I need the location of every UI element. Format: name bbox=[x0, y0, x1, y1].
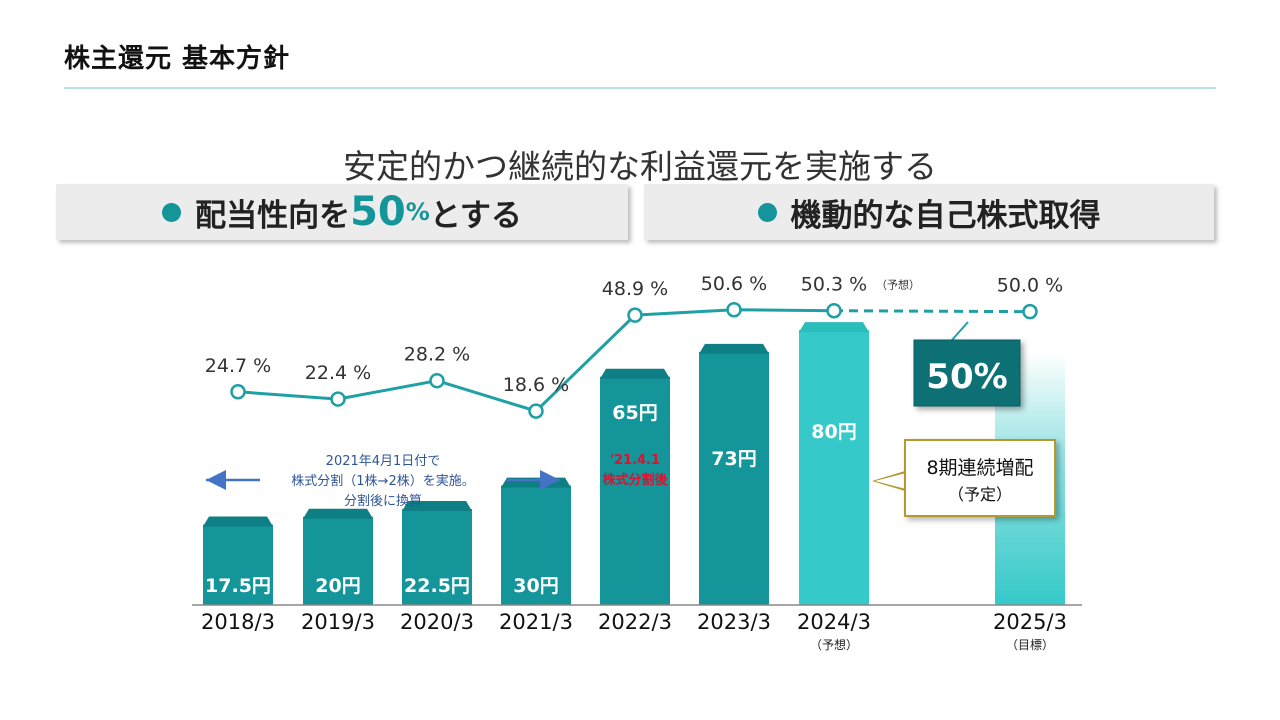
payout-point bbox=[528, 403, 544, 419]
payout-value-label: 22.4 % bbox=[305, 362, 371, 384]
x-tick-label: 2023/3 bbox=[697, 610, 771, 634]
payout-point bbox=[627, 307, 643, 323]
callout-title: 8期連続増配 bbox=[926, 457, 1033, 479]
callout-pointer-fill bbox=[875, 473, 906, 489]
payout-value-label: 50.6 % bbox=[701, 273, 767, 295]
x-tick-label: 2024/3 bbox=[797, 610, 871, 634]
payout-value-label: 48.9 % bbox=[602, 278, 668, 300]
payout-value-label: 18.6 % bbox=[503, 374, 569, 396]
bullet-icon bbox=[757, 202, 777, 222]
bar bbox=[303, 516, 373, 605]
bar bbox=[203, 524, 273, 605]
callout-sub: （予定） bbox=[948, 485, 1012, 504]
title-divider bbox=[64, 87, 1216, 89]
split-after-label: 株式分割後 bbox=[602, 472, 668, 488]
payout-point bbox=[1022, 303, 1038, 320]
payout-panel-post: とする bbox=[429, 197, 522, 234]
payout-value-label: 24.7 % bbox=[205, 355, 271, 377]
payout-ratio-panel: 配当性向を 50 % とする bbox=[56, 184, 628, 240]
bar-cap bbox=[402, 501, 472, 511]
bar bbox=[600, 376, 670, 605]
bar bbox=[799, 330, 869, 605]
target-badge-pointer bbox=[951, 321, 969, 341]
payout-point bbox=[726, 302, 742, 318]
bar-cap bbox=[600, 368, 670, 379]
increase-callout: 8期連続増配 （予定） bbox=[872, 439, 1056, 517]
payout-line-forecast bbox=[833, 309, 1031, 314]
payout-point bbox=[230, 384, 246, 400]
x-tick-label: 2019/3 bbox=[301, 610, 375, 634]
x-tick-sublabel: （目標） bbox=[1006, 638, 1054, 652]
bar bbox=[501, 485, 571, 605]
x-tick-sublabel: （予想） bbox=[810, 637, 858, 652]
buyback-panel-label: 機動的な自己株式取得 bbox=[790, 197, 1101, 234]
x-tick-label: 2025/3 bbox=[993, 610, 1067, 634]
bar-cap bbox=[699, 343, 769, 354]
payout-value-suffix: （予想） bbox=[876, 278, 920, 292]
bar-value-label: 20円 bbox=[315, 575, 360, 597]
x-tick-label: 2022/3 bbox=[598, 610, 672, 634]
bar-series: 17.5円 20円 22.5円 30円 65円 73円 80円 bbox=[203, 322, 1065, 605]
x-axis-labels: 2018/3 2019/3 2020/3 2021/3 2022/3 2023/3 2024… bbox=[201, 610, 1067, 652]
bar-value-label: 80円 bbox=[811, 421, 856, 443]
payout-value-label: 50.3 % bbox=[801, 274, 867, 296]
bar-value-label: 30円 bbox=[513, 575, 558, 597]
page-title: 株主還元 基本方針 bbox=[64, 44, 291, 74]
bar bbox=[402, 509, 472, 605]
bar bbox=[699, 351, 769, 605]
bar-cap bbox=[799, 322, 869, 333]
x-tick-label: 2021/3 bbox=[499, 610, 573, 634]
bar-cap bbox=[303, 508, 373, 519]
bar-cap bbox=[203, 516, 273, 527]
bar-value-label: 65円 bbox=[612, 402, 657, 424]
split-note-line-2: 株式分割（1株→2株）を実施。 bbox=[291, 473, 474, 489]
payout-point bbox=[429, 372, 445, 389]
policy-subtitle: 安定的かつ継続的な利益還元を実施する bbox=[343, 147, 937, 186]
x-tick-label: 2020/3 bbox=[400, 610, 474, 634]
buyback-panel: 機動的な自己株式取得 bbox=[644, 184, 1214, 240]
payout-panel-pre: 配当性向を bbox=[195, 197, 351, 234]
payout-line-series: 24.7 % 22.4 % 28.2 % 18.6 % 48.9 % 50.6 % 50.3… bbox=[205, 273, 1063, 419]
payout-value-label: 28.2 % bbox=[404, 344, 470, 366]
payout-point bbox=[330, 391, 346, 407]
bar-value-label: 17.5円 bbox=[205, 575, 271, 597]
split-date-label: '21.4.1 bbox=[610, 453, 660, 468]
target-badge-box bbox=[913, 339, 1021, 407]
x-tick-label: 2018/3 bbox=[201, 610, 275, 634]
bullet-icon bbox=[162, 202, 182, 222]
bar-value-label: 22.5円 bbox=[404, 575, 470, 597]
payout-point bbox=[826, 302, 842, 319]
payout-value-label: 50.0 % bbox=[997, 275, 1063, 297]
callout-box bbox=[904, 439, 1056, 517]
target-badge: 50% bbox=[913, 321, 1021, 407]
payout-panel-number: 50 bbox=[350, 189, 406, 235]
target-badge-text: 50% bbox=[926, 357, 1007, 397]
payout-panel-percent: % bbox=[405, 198, 430, 226]
split-note: 2021年4月1日付で 株式分割（1株→2株）を実施。 分割後に換算 bbox=[206, 454, 560, 509]
split-note-line-3: 分割後に換算 bbox=[344, 493, 422, 509]
bar-value-label: 73円 bbox=[711, 448, 756, 470]
split-note-line-1: 2021年4月1日付で bbox=[326, 454, 441, 469]
